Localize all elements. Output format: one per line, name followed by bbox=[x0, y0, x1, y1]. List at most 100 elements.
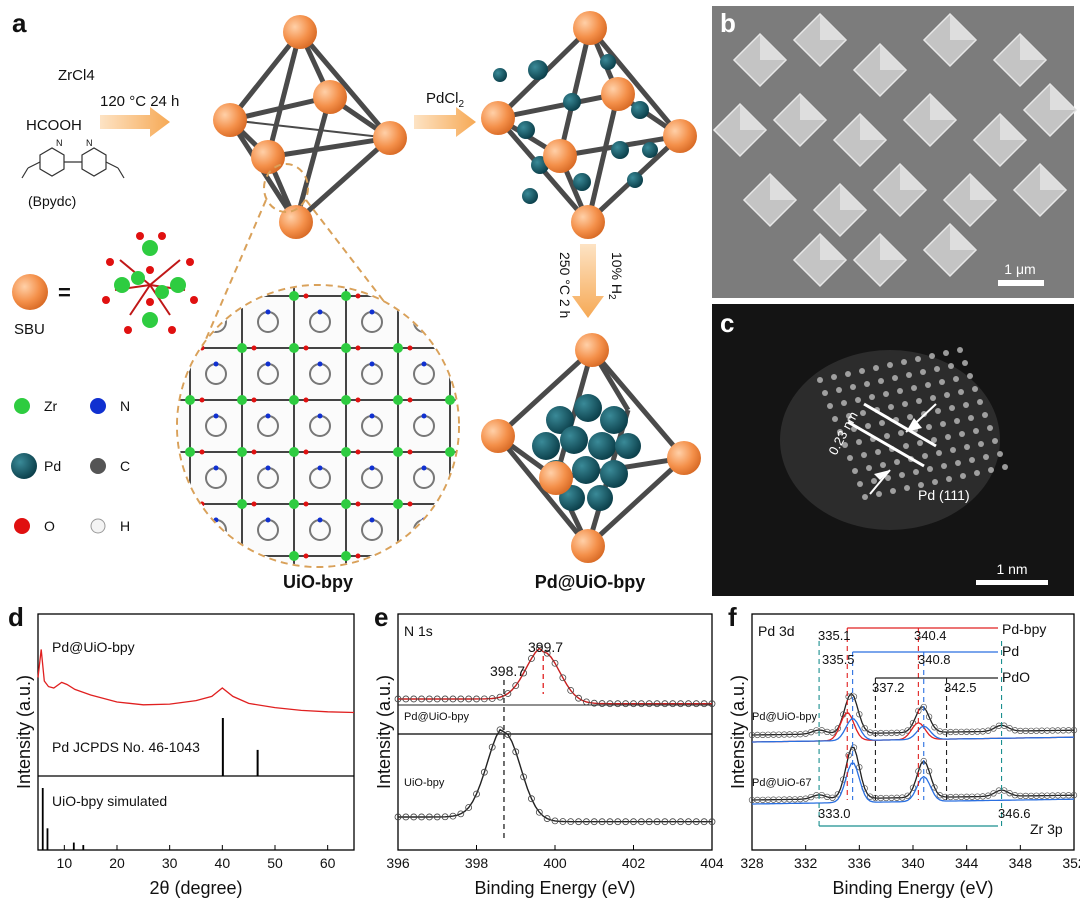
tem-atom-column bbox=[888, 404, 894, 410]
tem-atom-column bbox=[880, 462, 886, 468]
tem-atom-column bbox=[992, 438, 998, 444]
lattice-o-atom bbox=[303, 501, 309, 507]
tem-atom-column bbox=[918, 482, 924, 488]
tem-atom-column bbox=[913, 469, 919, 475]
lattice-zr-atom bbox=[289, 343, 299, 353]
n1s-data-point bbox=[614, 818, 622, 826]
n1s-data-point bbox=[598, 818, 606, 826]
tem-atom-column bbox=[963, 402, 969, 408]
tem-atom-column bbox=[988, 467, 994, 473]
n1s-data-point bbox=[528, 795, 535, 803]
pd3d-xtick-label: 352 bbox=[1062, 855, 1080, 871]
n1s-data-point bbox=[543, 649, 551, 657]
pd3d-data-point bbox=[829, 729, 836, 736]
n1s-annot-3997: 399.7 bbox=[528, 639, 563, 655]
tem-atom-column bbox=[864, 381, 870, 387]
lattice-linker-ring bbox=[414, 572, 434, 592]
lattice-zr-atom bbox=[237, 551, 247, 561]
lattice-zr-atom bbox=[393, 343, 403, 353]
xrd-xlabel: 2θ (degree) bbox=[149, 878, 242, 898]
n1s-data-point bbox=[512, 682, 520, 690]
n1s-series-uio: UiO-bpy bbox=[404, 777, 445, 789]
n1s-data-point bbox=[457, 695, 465, 703]
sem-crystals bbox=[712, 12, 1078, 288]
sem-crystal-face bbox=[950, 224, 976, 250]
tem-atom-column bbox=[915, 356, 921, 362]
panel-f-pd3d: f 328 332 336 340 344 348 352 Pd 3d Pd@UiO-bpy… bbox=[728, 602, 1080, 898]
lattice-n-atom bbox=[474, 310, 479, 315]
xrd-ylabel: Intensity (a.u.) bbox=[14, 675, 34, 789]
label-pd-uio-bpy: Pd@UiO-bpy bbox=[535, 572, 646, 592]
tem-atom-column bbox=[861, 452, 867, 458]
sem-crystal-face bbox=[1000, 114, 1026, 140]
lattice-zr-atom bbox=[445, 291, 455, 301]
tem-atom-column bbox=[930, 395, 936, 401]
lattice-zr-atom bbox=[341, 551, 351, 561]
legend-o: O bbox=[44, 518, 55, 534]
sem-crystal-face bbox=[820, 14, 846, 40]
lattice-o-atom bbox=[355, 293, 361, 299]
ref-val-3351: 335.1 bbox=[818, 628, 851, 643]
n1s-data-point bbox=[520, 669, 527, 677]
tem-atom-column bbox=[950, 447, 956, 453]
pd3d-data-point bbox=[845, 752, 852, 759]
ref-pd: Pd bbox=[1002, 643, 1019, 659]
pd3d-data-point bbox=[909, 784, 917, 791]
pd3d-xtick-label: 340 bbox=[901, 855, 925, 871]
tem-atom-column bbox=[962, 360, 968, 366]
lattice-zr-atom bbox=[445, 395, 455, 405]
tem-atom-column bbox=[901, 359, 907, 365]
arrow-synthesis bbox=[100, 107, 170, 137]
tem-atom-column bbox=[941, 463, 947, 469]
pd-atoms-dispersed bbox=[493, 54, 658, 204]
lattice-n-atom bbox=[474, 414, 479, 419]
n1s-fit-1 bbox=[398, 728, 712, 823]
reagent-zrcl4: ZrCl4 bbox=[58, 67, 95, 84]
lattice-n-atom bbox=[266, 570, 271, 575]
ref-val-3425: 342.5 bbox=[944, 680, 977, 695]
lattice-o-atom bbox=[199, 293, 205, 299]
lattice-o-atom bbox=[407, 501, 413, 507]
tem-atom-column bbox=[907, 414, 913, 420]
lattice-o-atom bbox=[355, 345, 361, 351]
tem-atom-column bbox=[856, 439, 862, 445]
tem-atom-column bbox=[943, 350, 949, 356]
n1s-data-point bbox=[457, 810, 465, 818]
lattice-o-atom bbox=[303, 553, 309, 559]
ref-pd-bpy: Pd-bpy bbox=[1002, 621, 1046, 637]
n1s-data-point bbox=[637, 818, 645, 826]
pd3d-data-point bbox=[990, 790, 997, 797]
element-legend: Zr N Pd C O H bbox=[11, 398, 130, 534]
tem-scale-bar bbox=[976, 580, 1048, 585]
tem-atom-column bbox=[884, 433, 890, 439]
n1s-data-point bbox=[418, 695, 425, 703]
n1s-series-pd-uio: Pd@UiO-bpy bbox=[404, 711, 469, 723]
sem-scale-bar bbox=[998, 280, 1044, 286]
tem-atom-column bbox=[859, 368, 865, 374]
lattice-zr-atom bbox=[393, 395, 403, 405]
sem-crystal-face bbox=[840, 184, 866, 210]
tem-lattice-fringes bbox=[817, 347, 1008, 500]
lattice-linker-ring bbox=[466, 364, 486, 384]
n1s-data-point bbox=[441, 695, 449, 703]
lattice-o-atom bbox=[407, 293, 413, 299]
lattice-linker-ring bbox=[258, 572, 278, 592]
n1s-data-point bbox=[480, 768, 488, 776]
tem-atom-column bbox=[878, 378, 884, 384]
n1s-data-point bbox=[496, 726, 504, 734]
pd-nanoparticle bbox=[532, 394, 641, 511]
xrd-frame bbox=[37, 613, 355, 851]
lattice-o-atom bbox=[407, 553, 413, 559]
n1s-data-point bbox=[559, 818, 567, 825]
xrd-series-jcpds: Pd JCPDS No. 46-1043 bbox=[52, 739, 200, 755]
tem-atom-column bbox=[822, 390, 828, 396]
n1s-data-point bbox=[496, 693, 504, 701]
lattice-o-atom bbox=[303, 293, 309, 299]
n1s-data-point bbox=[402, 695, 410, 703]
n1s-data-point bbox=[567, 818, 575, 826]
ref-pdo: PdO bbox=[1002, 669, 1030, 685]
xrd-xtick-label: 40 bbox=[215, 855, 231, 871]
panel-label-b: b bbox=[720, 8, 736, 38]
tem-atom-column bbox=[977, 399, 983, 405]
ref-val-3408: 340.8 bbox=[918, 652, 951, 667]
